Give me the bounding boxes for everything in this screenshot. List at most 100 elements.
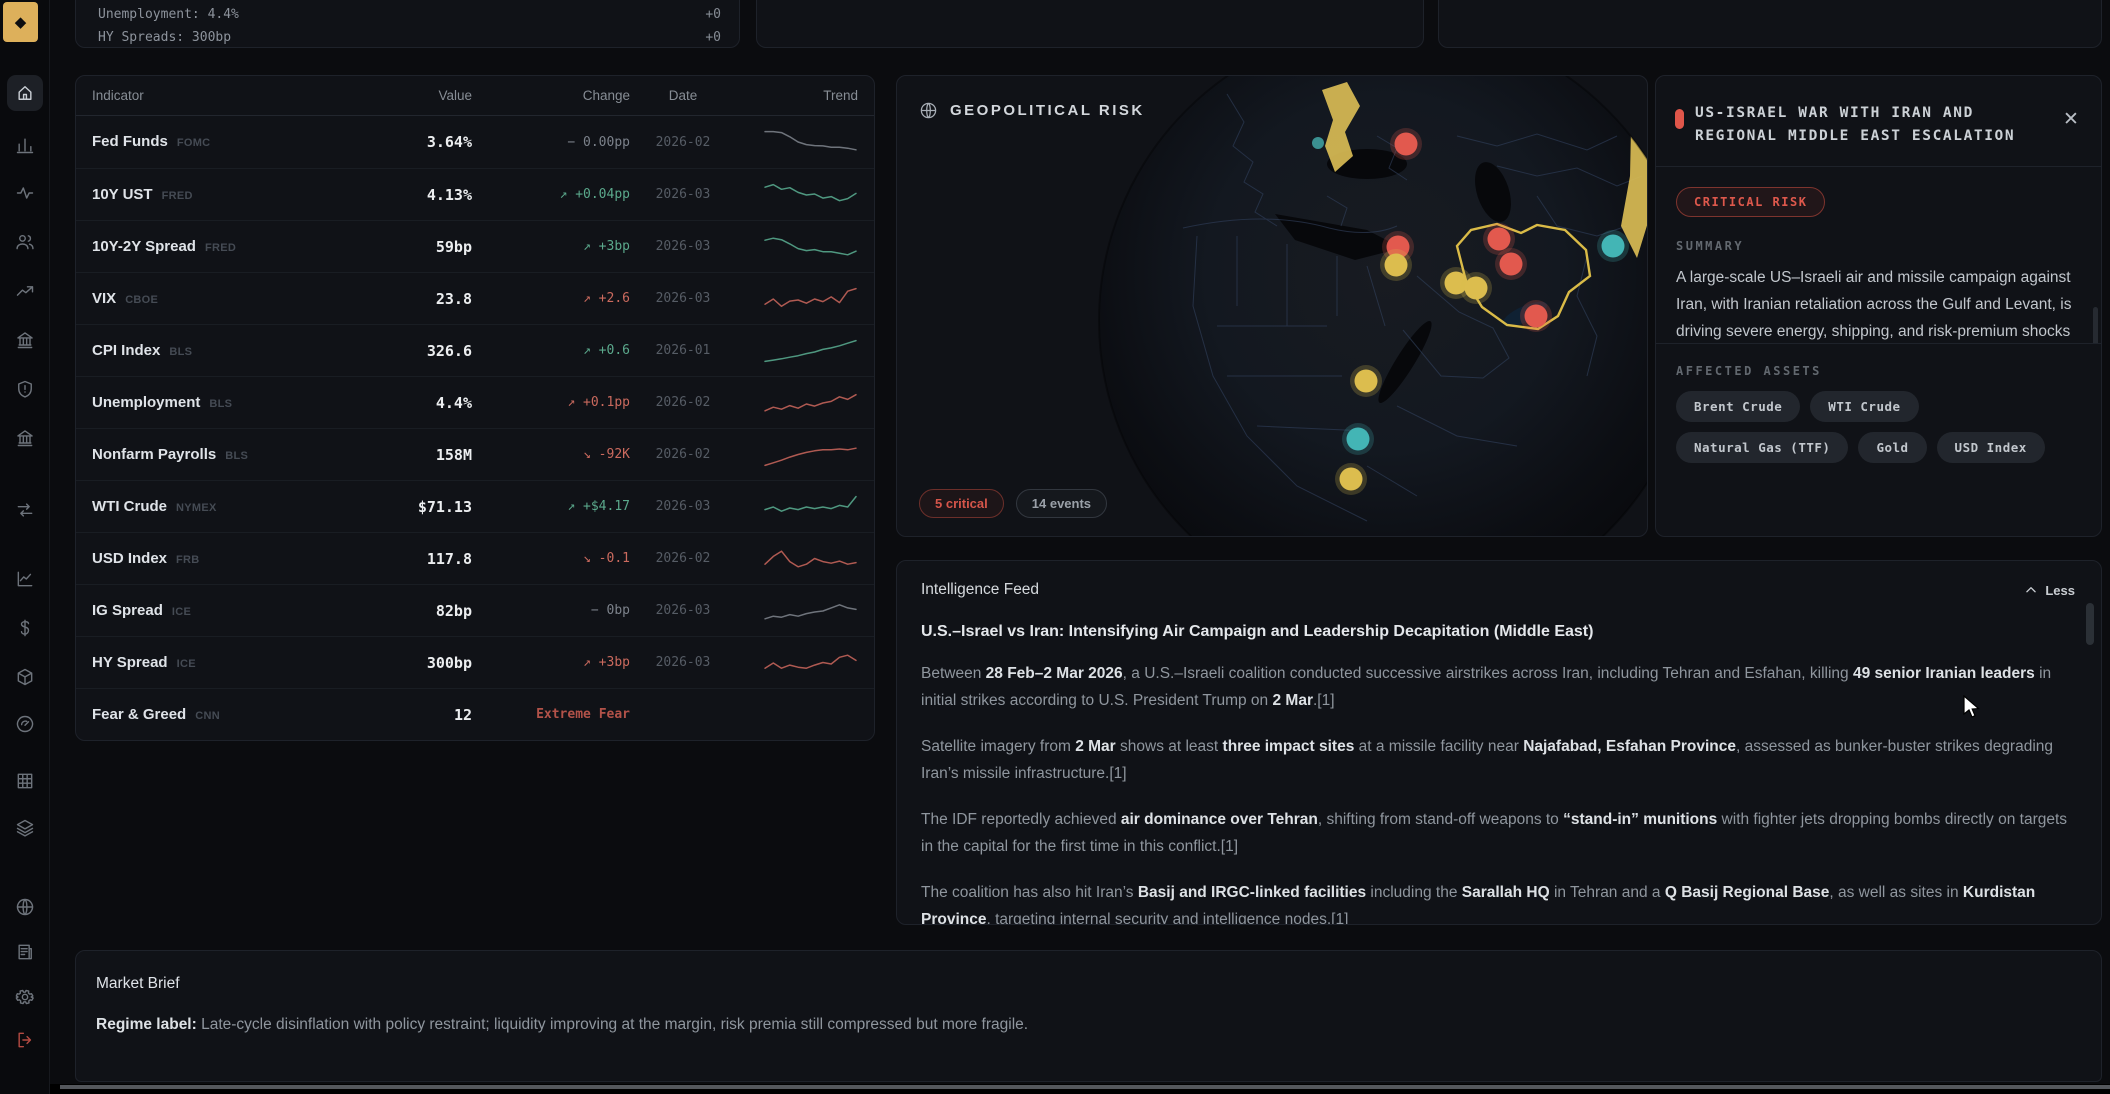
- event-dot-critical[interactable]: [1520, 300, 1552, 332]
- indicator-name-cell: HY Spread ICE: [92, 653, 196, 671]
- globe-visualization[interactable]: [897, 76, 1647, 536]
- feed-headline: U.S.–Israel vs Iran: Intensifying Air Ca…: [921, 623, 1594, 640]
- table-row-hy-spread[interactable]: HY Spread ICE 300bp ↗ +3bp 2026-03: [76, 636, 874, 688]
- sidebar-item-landmark-2[interactable]: [7, 420, 43, 456]
- feed-scrollbar[interactable]: [2086, 603, 2094, 645]
- indicator-value: 300bp: [426, 653, 472, 672]
- sidebar-item-news[interactable]: [7, 934, 43, 970]
- top-summary-value: +0: [705, 30, 721, 45]
- top-summary-line: HY Spreads: 300bp +0: [98, 26, 721, 49]
- indicator-change: ↗ +$4.17: [567, 499, 630, 514]
- affected-assets-section: AFFECTED ASSETS Brent Crude WTI Crude Natu…: [1656, 343, 2101, 463]
- event-dot-warning[interactable]: [1380, 249, 1412, 281]
- trend-sparkline: [764, 236, 857, 256]
- indicator-name-cell: WTI Crude NYMEX: [92, 497, 217, 515]
- sidebar-item-package[interactable]: [7, 659, 43, 695]
- table-row-ig-spread[interactable]: IG Spread ICE 82bp − 0bp 2026-03: [76, 584, 874, 636]
- indicator-name-cell: USD Index FRB: [92, 549, 200, 567]
- sidebar-item-shield-alert[interactable]: [7, 371, 43, 407]
- top-summary-line: Unemployment: 4.4% +0: [98, 3, 721, 26]
- collapse-feed-button[interactable]: Less: [2024, 583, 2075, 598]
- indicator-change: − 0bp: [590, 603, 630, 618]
- indicator-trend-cell: [736, 596, 858, 626]
- sidebar-item-layers[interactable]: [7, 810, 43, 846]
- asset-chip-wti-crude[interactable]: WTI Crude: [1810, 391, 1919, 422]
- asset-chip-natural-gas-ttf-[interactable]: Natural Gas (TTF): [1676, 432, 1849, 463]
- table-row-nonfarm-payrolls[interactable]: Nonfarm Payrolls BLS 158M ↘ -92K 2026-02: [76, 428, 874, 480]
- sidebar-item-users[interactable]: [7, 224, 43, 260]
- indicator-trend-cell: [736, 544, 858, 574]
- sidebar-item-landmark[interactable]: [7, 322, 43, 358]
- trend-sparkline: [764, 339, 857, 362]
- col-value: Value: [438, 88, 472, 103]
- sidebar-item-trending-up[interactable]: [7, 273, 43, 309]
- news-icon: [18, 944, 32, 960]
- market-brief-text: Regime label: Late-cycle disinflation wi…: [96, 1016, 1029, 1033]
- iran-outline: [1455, 222, 1592, 331]
- table-row-10y-ust[interactable]: 10Y UST FRED 4.13% ↗ +0.04pp 2026-03: [76, 168, 874, 220]
- event-dot-critical[interactable]: [1495, 248, 1527, 280]
- app-logo[interactable]: ◆: [3, 2, 38, 42]
- table-row-wti-crude[interactable]: WTI Crude NYMEX $71.13 ↗ +$4.17 2026-03: [76, 480, 874, 532]
- table-row-unemployment[interactable]: Unemployment BLS 4.4% ↗ +0.1pp 2026-02: [76, 376, 874, 428]
- trend-sparkline: [764, 287, 857, 307]
- table-row-usd-index[interactable]: USD Index FRB 117.8 ↘ -0.1 2026-02: [76, 532, 874, 584]
- top-summary-card: Unemployment: 4.4% +0 HY Spreads: 300bp +0: [75, 0, 740, 48]
- dollar-icon: [20, 619, 30, 637]
- sidebar-item-bar-chart[interactable]: [7, 127, 43, 163]
- feed-paragraph: Satellite imagery from 2 Mar shows at le…: [921, 738, 2054, 782]
- indicator-date: 2026-02: [655, 395, 711, 410]
- sidebar-item-home[interactable]: [7, 75, 43, 111]
- package-icon: [17, 668, 33, 686]
- col-date: Date: [668, 88, 698, 103]
- indicator-name-cell: 10Y-2Y Spread FRED: [92, 237, 237, 255]
- geopolitical-risk-panel: GEOPOLITICAL RISK: [896, 75, 1648, 537]
- indicator-change: ↗ +3bp: [583, 239, 630, 254]
- event-scroll-area[interactable]: CRITICAL RISK SUMMARY A large-scale US–I…: [1656, 167, 2101, 343]
- landmark-icon: [17, 332, 33, 349]
- event-dot-critical[interactable]: [1382, 231, 1414, 263]
- sidebar-item-globe[interactable]: [7, 889, 43, 925]
- gauge-icon: [16, 715, 34, 733]
- table-row-cpi-index[interactable]: CPI Index BLS 326.6 ↗ +0.6 2026-01: [76, 324, 874, 376]
- event-dot-warning[interactable]: [1440, 267, 1472, 299]
- close-icon[interactable]: ✕: [2063, 109, 2079, 130]
- event-dot-warning[interactable]: [1335, 463, 1367, 495]
- event-header: US-ISRAEL WAR WITH IRAN AND REGIONAL MID…: [1656, 76, 2101, 167]
- summary-label: SUMMARY: [1676, 239, 1745, 253]
- indicator-value: 4.4%: [435, 393, 472, 412]
- sidebar-item-logout[interactable]: [7, 1022, 43, 1058]
- event-scrollbar[interactable]: [2093, 307, 2098, 343]
- event-dot-warning[interactable]: [1350, 365, 1382, 397]
- event-dot-warning[interactable]: [1460, 272, 1492, 304]
- intelligence-feed-panel: Intelligence Feed Less U.S.–Israel vs Ir…: [896, 560, 2102, 925]
- event-dot-critical[interactable]: [1483, 223, 1515, 255]
- indicator-value: 82bp: [435, 601, 472, 620]
- table-row-fear-greed[interactable]: Fear & Greed CNN 12 Extreme Fear: [76, 688, 874, 740]
- horizontal-scrollbar[interactable]: [60, 1085, 2110, 1089]
- indicators-header-row: Indicator Value Change Date Trend: [76, 76, 874, 116]
- sidebar-item-dollar[interactable]: [7, 610, 43, 646]
- table-row-10y-2y-spread[interactable]: 10Y-2Y Spread FRED 59bp ↗ +3bp 2026-03: [76, 220, 874, 272]
- asset-chip-brent-crude[interactable]: Brent Crude: [1676, 391, 1801, 422]
- asset-chip-usd-index[interactable]: USD Index: [1936, 432, 2045, 463]
- chevron-up-icon: [2026, 587, 2037, 593]
- asset-chip-gold[interactable]: Gold: [1858, 432, 1927, 463]
- indicators-panel: Indicator Value Change Date Trend Fed Fu…: [75, 75, 875, 741]
- sidebar-item-swap[interactable]: [7, 492, 43, 528]
- event-dot-critical[interactable]: [1390, 128, 1422, 160]
- sidebar-item-gauge[interactable]: [7, 706, 43, 742]
- indicator-date: 2026-01: [655, 343, 711, 358]
- table-row-fed-funds[interactable]: Fed Funds FOMC 3.64% − 0.00pp 2026-02: [76, 116, 874, 168]
- event-dot-info[interactable]: [1342, 423, 1374, 455]
- sidebar-item-settings[interactable]: [7, 979, 43, 1015]
- sidebar-item-grid[interactable]: [7, 763, 43, 799]
- indicator-date: 2026-03: [655, 291, 711, 306]
- table-row-vix[interactable]: VIX CBOE 23.8 ↗ +2.6 2026-03: [76, 272, 874, 324]
- top-summary-value: +0: [705, 7, 721, 22]
- event-dot-info[interactable]: [1597, 230, 1629, 262]
- sidebar-item-chart-line[interactable]: [7, 561, 43, 597]
- sidebar-item-activity[interactable]: [7, 175, 43, 211]
- affected-assets-label: AFFECTED ASSETS: [1676, 364, 1822, 378]
- home-icon: [18, 86, 32, 100]
